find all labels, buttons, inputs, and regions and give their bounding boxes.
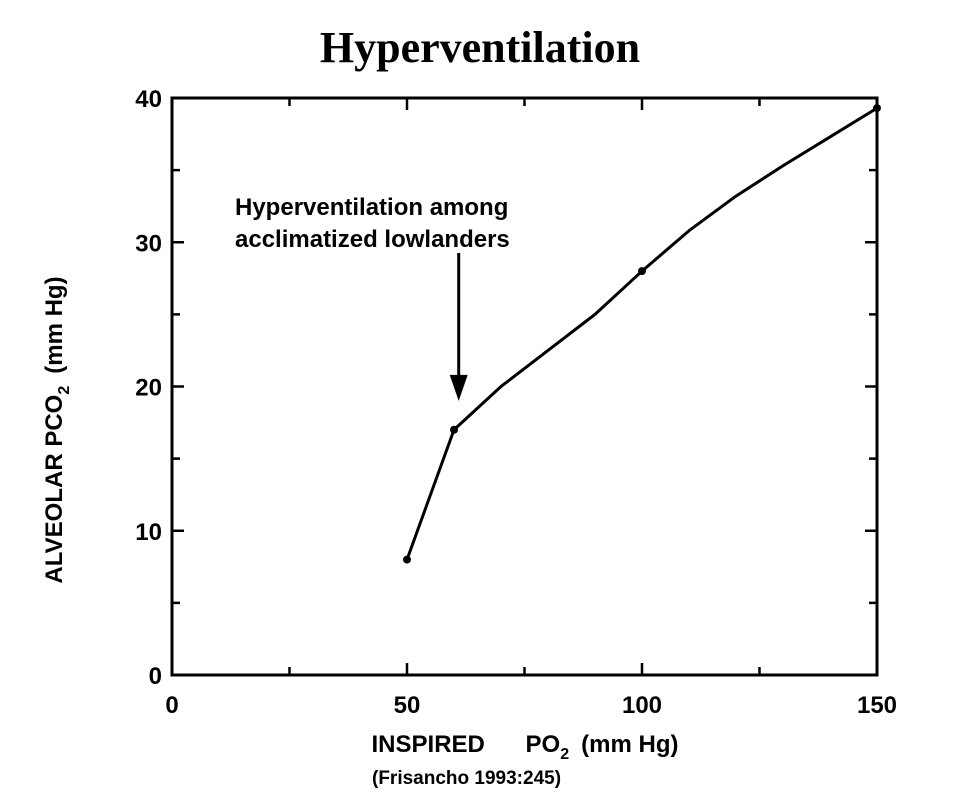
x-axis-title-main: INSPIRED <box>372 731 485 758</box>
y-tick-label: 30 <box>135 230 162 257</box>
data-series <box>403 104 881 564</box>
y-axis-title-unit: (mm Hg) <box>41 276 68 373</box>
annotation-text-line: acclimatized lowlanders <box>235 226 510 253</box>
y-tick-label: 40 <box>135 86 162 113</box>
x-axis-title: INSPIRED PO2 (mm Hg) <box>372 731 679 763</box>
x-tick-label: 100 <box>622 692 662 719</box>
axes-frame <box>170 96 879 677</box>
y-tick-label: 20 <box>135 375 162 402</box>
x-tick-label: 0 <box>165 692 178 719</box>
y-axis-title-subscript: 2 <box>56 386 73 395</box>
data-point <box>450 425 458 434</box>
y-tick-label: 10 <box>135 519 162 546</box>
annotation: Hyperventilation among acclimatized lowla… <box>235 194 510 401</box>
source-citation: (Frisancho 1993:245) <box>372 768 562 789</box>
annotation-arrow-head <box>449 374 468 401</box>
y-tick-label: 0 <box>149 663 162 690</box>
chart-title: Hyperventilation <box>319 23 641 72</box>
plot-frame <box>170 96 879 677</box>
x-tick-label: 150 <box>857 692 897 719</box>
x-tick-label: 50 <box>394 692 421 719</box>
y-axis-title-main: ALVEOLAR PCO <box>41 395 68 584</box>
x-axis-title-subscript: 2 <box>560 746 569 763</box>
data-point <box>638 267 646 276</box>
data-point <box>403 555 411 564</box>
data-point <box>873 104 881 113</box>
x-axis-title-unit: (mm Hg) <box>581 731 678 758</box>
y-axis-title: ALVEOLAR PCO2 (mm Hg) <box>41 276 73 583</box>
axis-ticks: 0 50 100 150 0 10 20 30 40 <box>135 86 897 719</box>
series-line <box>405 106 878 561</box>
x-axis-title-po: PO <box>526 731 561 758</box>
annotation-text-line: Hyperventilation among <box>235 194 508 221</box>
